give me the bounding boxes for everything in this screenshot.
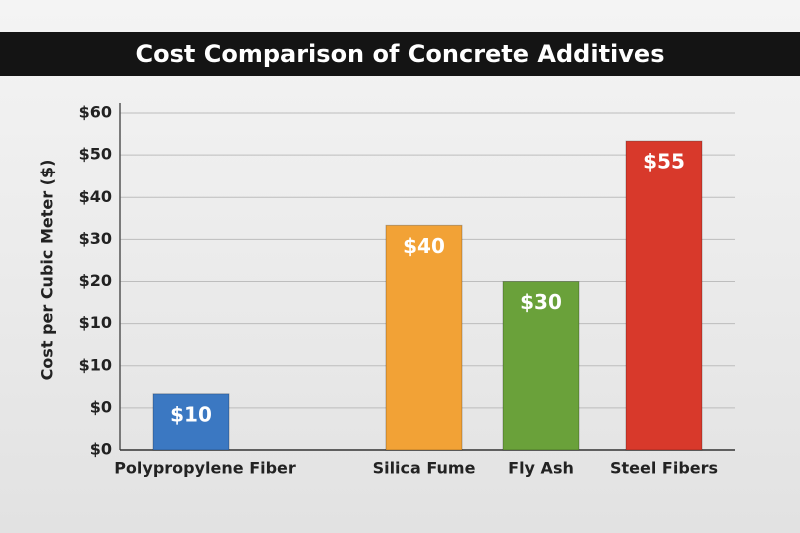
y-tick-label: $0 (90, 440, 112, 459)
y-tick-label: $20 (79, 271, 112, 290)
y-axis-label: Cost per Cubic Meter ($) (38, 160, 57, 381)
y-tick-label: $40 (79, 187, 112, 206)
x-tick-label: Steel Fibers (610, 459, 718, 478)
y-tick-label: $60 (79, 103, 112, 122)
bar (502, 281, 580, 451)
y-tick-label: $10 (79, 355, 112, 374)
bar (625, 140, 703, 451)
value-label: $10 (170, 402, 212, 426)
y-tick-label: $10 (79, 313, 112, 332)
chart-title: Cost Comparison of Concrete Additives (136, 40, 665, 68)
bar (152, 393, 230, 451)
value-label: $30 (520, 290, 562, 314)
value-label: $55 (643, 150, 685, 174)
title-bar (0, 32, 800, 76)
value-label: $40 (403, 234, 445, 258)
x-tick-label: Polypropylene Fiber (114, 459, 296, 478)
x-tick-label: Fly Ash (508, 459, 574, 478)
y-tick-label: $50 (79, 145, 112, 164)
bar (385, 224, 463, 451)
y-tick-label: $30 (79, 229, 112, 248)
y-tick-label: $0 (90, 397, 112, 416)
x-tick-label: Silica Fume (373, 459, 476, 478)
